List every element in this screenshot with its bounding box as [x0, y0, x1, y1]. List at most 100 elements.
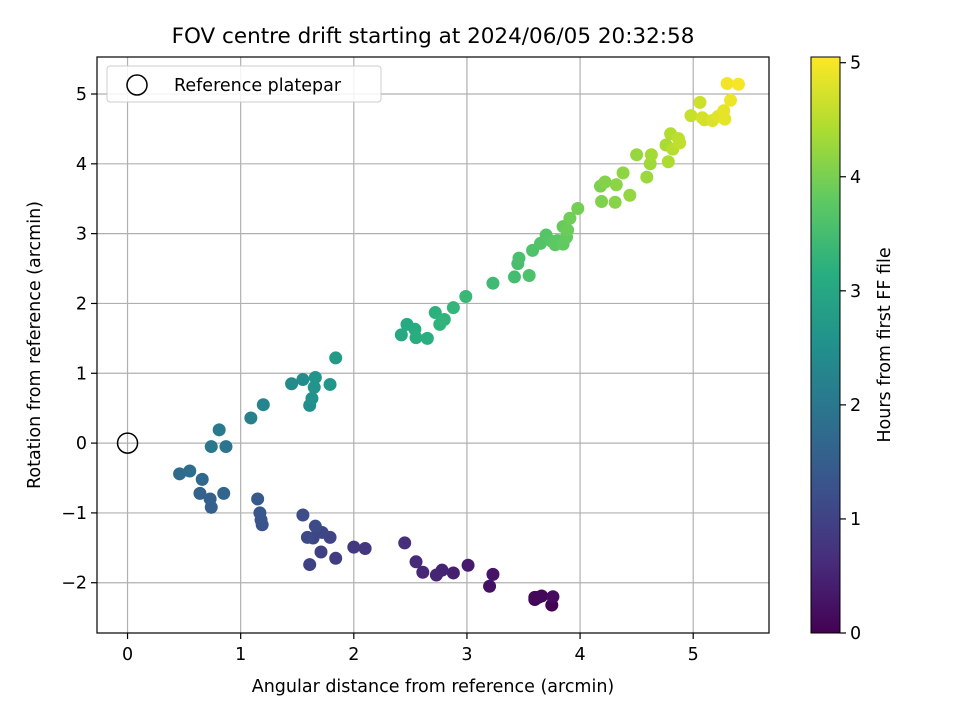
y-axis-label: Rotation from reference (arcmin)	[25, 201, 45, 489]
data-point	[695, 111, 709, 125]
y-tick-label: 4	[76, 155, 87, 175]
data-point	[563, 211, 577, 225]
colorbar-tick-label: 4	[850, 168, 861, 188]
colorbar: 0 1 2 3 4 5 Hours from first FF file	[810, 54, 895, 644]
data-point	[308, 370, 322, 384]
data-point	[507, 270, 521, 284]
chart-title: FOV centre drift starting at 2024/06/05 …	[172, 24, 695, 49]
data-point	[616, 166, 630, 180]
grid	[97, 57, 769, 633]
data-point	[522, 269, 536, 283]
y-tick-label: 1	[76, 364, 87, 384]
data-point	[308, 519, 322, 533]
x-tick-label: 1	[235, 645, 246, 665]
data-point	[307, 380, 321, 394]
data-point	[296, 373, 310, 387]
data-point	[630, 148, 644, 162]
data-points	[173, 77, 745, 612]
colorbar-label: Hours from first FF file	[875, 247, 895, 442]
data-point	[623, 188, 637, 202]
y-tick-label: 0	[76, 434, 87, 454]
data-point	[398, 536, 412, 550]
data-point	[546, 590, 560, 604]
data-point	[461, 558, 475, 572]
data-point	[661, 155, 675, 169]
x-tick-label: 0	[122, 645, 133, 665]
data-point	[673, 136, 687, 150]
data-point	[561, 223, 575, 237]
data-point	[203, 492, 217, 506]
data-point	[528, 590, 542, 604]
data-point	[512, 251, 526, 265]
plot-frame	[96, 56, 770, 634]
data-point	[358, 542, 372, 556]
data-point	[720, 77, 734, 91]
data-point	[644, 148, 658, 162]
data-point	[314, 545, 328, 559]
x-tick-label: 3	[461, 645, 472, 665]
colorbar-tick-label: 2	[850, 396, 861, 416]
data-point	[598, 175, 612, 189]
data-point	[459, 289, 473, 303]
colorbar-tick-label: 0	[850, 624, 861, 644]
data-point	[486, 276, 500, 290]
legend-box	[106, 65, 382, 103]
legend: Reference platepar	[106, 65, 382, 103]
data-point	[183, 464, 197, 478]
reference-platepar-marker	[116, 432, 139, 454]
y-tick-label: 5	[76, 85, 87, 105]
data-point	[416, 565, 430, 579]
data-point	[303, 558, 317, 572]
data-point	[347, 540, 361, 554]
data-point	[446, 301, 460, 315]
colorbar-tick-label: 3	[850, 282, 861, 302]
data-point	[717, 104, 731, 118]
data-point	[244, 411, 258, 425]
x-tick-label: 4	[575, 645, 586, 665]
data-point	[193, 486, 207, 500]
data-point	[428, 306, 442, 320]
data-point	[256, 398, 270, 412]
y-tick-label: −1	[61, 504, 87, 524]
data-point	[446, 566, 460, 580]
data-point	[305, 391, 319, 405]
data-point	[173, 467, 187, 481]
data-point	[437, 313, 451, 327]
data-point	[429, 568, 443, 582]
data-point	[394, 328, 408, 342]
legend-marker	[126, 74, 148, 96]
data-point	[724, 93, 738, 107]
data-point	[409, 331, 423, 345]
data-point	[253, 506, 267, 520]
x-axis-label: Angular distance from reference (arcmin)	[252, 677, 615, 697]
data-point	[296, 508, 310, 522]
colorbar-ticks: 0 1 2 3 4 5	[840, 54, 861, 644]
data-point	[595, 195, 609, 209]
data-point	[329, 351, 343, 365]
data-point	[684, 109, 698, 123]
colorbar-gradient	[810, 56, 841, 634]
data-point	[640, 170, 654, 184]
data-point	[329, 551, 343, 565]
data-point	[609, 178, 623, 192]
colorbar-tick-label: 5	[850, 54, 861, 74]
data-point	[212, 423, 226, 437]
x-axis-ticks: 0 1 2 3 4 5	[122, 633, 699, 665]
data-point	[483, 579, 497, 593]
data-point	[731, 77, 745, 91]
data-point	[420, 331, 434, 345]
data-point	[219, 440, 233, 454]
legend-label: Reference platepar	[174, 76, 342, 96]
data-point	[323, 377, 337, 391]
y-axis-ticks: −2 −1 0 1 2 3 4 5	[61, 85, 97, 594]
data-point	[693, 95, 707, 109]
y-tick-label: 3	[76, 225, 87, 245]
data-point	[300, 530, 314, 544]
data-point	[571, 202, 585, 216]
colorbar-tick-label: 1	[850, 510, 861, 530]
y-tick-label: 2	[76, 294, 87, 314]
data-point	[285, 377, 299, 391]
data-point	[608, 195, 622, 209]
data-point	[486, 567, 500, 581]
data-point	[409, 555, 423, 569]
